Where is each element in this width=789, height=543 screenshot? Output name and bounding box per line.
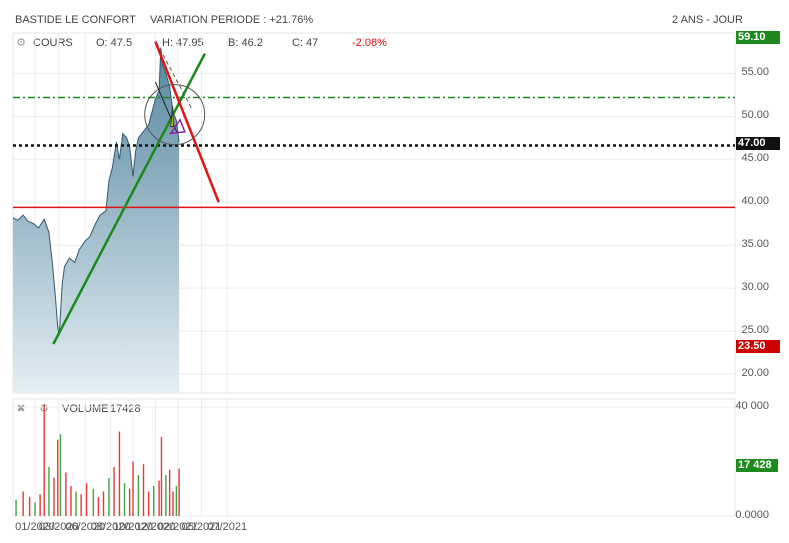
y-tick-label: 30.00 (741, 281, 769, 294)
instrument-title: BASTIDE LE CONFORT (15, 14, 136, 26)
x-tick-label: 05/2021 (181, 521, 222, 533)
volume-bar (53, 477, 55, 516)
volume-bar (85, 483, 88, 516)
change-value: -2.08% (352, 37, 387, 49)
volume-bar (123, 483, 126, 516)
volume-bar (158, 480, 160, 516)
trendline (154, 41, 220, 203)
y-tick-label: 20.00 (741, 367, 769, 380)
last-price-badge: 47.00 (736, 137, 780, 150)
channel-line (155, 42, 192, 108)
volume-bar (132, 461, 134, 516)
x-tick-label: 10/2020 (113, 521, 153, 533)
y-tick-label: 35.00 (741, 238, 769, 251)
close-value: C: 47 (292, 37, 319, 49)
x-tick-label: 03/2020 (38, 521, 79, 533)
volume-bar (34, 502, 36, 516)
period-selector[interactable]: 2 ANS - JOUR (672, 14, 743, 26)
volume-bar (75, 491, 77, 516)
volume-bar (178, 468, 180, 516)
price-area (13, 47, 180, 393)
y-tick-label: 45.00 (741, 152, 769, 165)
volume-tick-label: 40 000 (735, 400, 769, 412)
volume-tick-label: 0.0000 (735, 509, 769, 521)
volume-bar (97, 496, 100, 516)
volume-bar (108, 477, 110, 516)
x-tick-label: 08/2020 (90, 521, 131, 533)
price-series-label: COURS (33, 37, 73, 49)
volume-bar (142, 464, 145, 516)
y-tick-label: 40.00 (741, 195, 769, 208)
volume-bar (22, 491, 24, 516)
x-tick-label: 07/2021 (207, 521, 248, 533)
volume-bar (147, 491, 150, 516)
close-icon[interactable]: ✖ (16, 403, 26, 415)
gear-icon[interactable]: ⚙ (16, 37, 26, 49)
volume-bar (15, 499, 17, 516)
volume-bar (65, 472, 67, 516)
volume-bar (128, 488, 131, 516)
high-badge: 59.10 (736, 31, 780, 44)
x-tick-label: 02/2021 (157, 521, 198, 533)
y-tick-label: 55.00 (741, 66, 769, 79)
open-value: O: 47.5 (96, 37, 133, 49)
volume-bar (175, 486, 178, 516)
volume-bar (118, 431, 121, 516)
x-tick-label: 12/2020 (135, 521, 176, 533)
x-tick-label: 06/2020 (65, 521, 106, 533)
volume-bar (43, 404, 45, 516)
volume-bar (28, 496, 31, 516)
low-value: B: 46.2 (228, 37, 263, 49)
price-panel (12, 32, 736, 394)
volume-bar (39, 494, 41, 516)
volume-bar (113, 466, 115, 516)
price-line (12, 47, 180, 336)
flag-pattern (169, 118, 186, 135)
volume-bar (160, 436, 163, 516)
volume-badge: 17 428 (736, 459, 778, 472)
volume-bar (165, 475, 167, 516)
volume-bar (70, 486, 72, 516)
volume-panel (12, 398, 736, 517)
volume-bar (80, 494, 82, 516)
volume-bar (57, 439, 59, 516)
volume-bar (102, 491, 105, 516)
volume-bar (92, 488, 95, 516)
volume-bar (59, 434, 62, 516)
volume-bar (172, 491, 174, 516)
pattern-circle (144, 84, 206, 146)
volume-bar (137, 475, 140, 516)
x-tick-label: 01/2020 (15, 521, 55, 533)
triangle-pattern (170, 105, 174, 128)
volume-bar (168, 469, 171, 516)
y-tick-label: 25.00 (741, 324, 769, 337)
high-value: H: 47.95 (162, 37, 204, 49)
period-variation: VARIATION PERIODE : +21.76% (150, 14, 314, 26)
low-badge: 23.50 (736, 340, 780, 353)
volume-bar (152, 486, 155, 516)
volume-bar (48, 466, 50, 516)
y-tick-label: 50.00 (741, 109, 769, 122)
